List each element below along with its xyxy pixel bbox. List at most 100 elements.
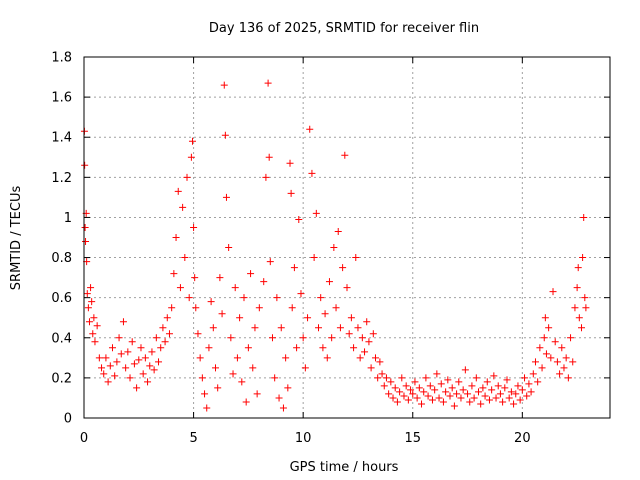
- data-point: [290, 264, 298, 272]
- data-point: [339, 264, 347, 272]
- data-point: [481, 392, 489, 400]
- data-point: [490, 372, 498, 380]
- data-point: [529, 370, 537, 378]
- data-point: [345, 330, 353, 338]
- data-point: [98, 364, 106, 372]
- data-point: [371, 354, 379, 362]
- data-point: [376, 358, 384, 366]
- data-point: [141, 354, 149, 362]
- data-point: [227, 334, 235, 342]
- data-point: [575, 314, 583, 322]
- data-point: [494, 382, 502, 390]
- x-tick-label: 20: [514, 431, 531, 446]
- y-tick-label: 0: [64, 412, 72, 427]
- data-point: [411, 378, 419, 386]
- data-point: [352, 254, 360, 262]
- data-point: [113, 358, 121, 366]
- data-point: [323, 354, 331, 362]
- data-point: [409, 390, 417, 398]
- data-point: [233, 354, 241, 362]
- data-point: [288, 304, 296, 312]
- data-point: [503, 376, 511, 384]
- data-point: [150, 366, 158, 374]
- data-point: [198, 374, 206, 382]
- data-point: [135, 356, 143, 364]
- x-tick-label: 10: [295, 431, 312, 446]
- y-tick-label: 0.6: [51, 291, 72, 306]
- data-point: [499, 398, 507, 406]
- data-points: [80, 79, 590, 412]
- y-tick-label: 0.8: [51, 251, 72, 266]
- data-point: [179, 203, 187, 211]
- data-point: [396, 388, 404, 396]
- data-point: [122, 364, 130, 372]
- data-point: [369, 330, 377, 338]
- data-point: [88, 298, 96, 306]
- chart-title: Day 136 of 2025, SRMTID for receiver fli…: [209, 21, 479, 36]
- data-point: [90, 314, 98, 322]
- data-point: [479, 384, 487, 392]
- data-point: [472, 374, 480, 382]
- data-point: [240, 294, 248, 302]
- data-point: [358, 334, 366, 342]
- data-point: [560, 364, 568, 372]
- data-point: [538, 364, 546, 372]
- data-point: [361, 348, 369, 356]
- data-point: [448, 384, 456, 392]
- data-point: [117, 350, 125, 358]
- data-point: [525, 380, 533, 388]
- data-point: [461, 366, 469, 374]
- data-point: [251, 324, 259, 332]
- data-point: [378, 370, 386, 378]
- data-point: [541, 314, 549, 322]
- data-point: [547, 354, 555, 362]
- data-point: [431, 386, 439, 394]
- data-point: [148, 348, 156, 356]
- data-point: [336, 324, 344, 332]
- data-point: [106, 362, 114, 370]
- data-point: [393, 398, 401, 406]
- grid-lines: [84, 57, 610, 418]
- data-point: [249, 364, 257, 372]
- data-point: [128, 338, 136, 346]
- data-point: [437, 380, 445, 388]
- data-point: [523, 392, 531, 400]
- x-axis-title: GPS time / hours: [290, 460, 399, 475]
- data-point: [279, 404, 287, 412]
- data-point: [387, 378, 395, 386]
- data-point: [244, 344, 252, 352]
- data-point: [161, 338, 169, 346]
- x-tick-label: 15: [404, 431, 421, 446]
- data-point: [536, 344, 544, 352]
- data-point: [457, 394, 465, 402]
- data-point: [556, 370, 564, 378]
- y-axis-title: SRMTID / TECUs: [9, 186, 24, 291]
- data-point: [518, 386, 526, 394]
- data-point: [521, 374, 529, 382]
- data-point: [567, 334, 575, 342]
- data-point: [422, 374, 430, 382]
- data-point: [277, 324, 285, 332]
- data-point: [325, 278, 333, 286]
- data-point: [286, 159, 294, 167]
- data-point: [93, 322, 101, 330]
- data-point: [468, 382, 476, 390]
- data-point: [159, 324, 167, 332]
- data-point: [418, 400, 426, 408]
- data-point: [485, 396, 493, 404]
- data-point: [168, 304, 176, 312]
- data-point: [196, 354, 204, 362]
- data-point: [310, 254, 318, 262]
- data-point: [225, 244, 233, 252]
- data-point: [111, 372, 119, 380]
- data-point: [534, 378, 542, 386]
- data-point: [483, 378, 491, 386]
- data-point: [137, 344, 145, 352]
- data-point: [413, 394, 421, 402]
- data-point: [188, 137, 196, 145]
- data-point: [507, 388, 515, 396]
- data-point: [446, 392, 454, 400]
- data-point: [146, 362, 154, 370]
- data-point: [501, 384, 509, 392]
